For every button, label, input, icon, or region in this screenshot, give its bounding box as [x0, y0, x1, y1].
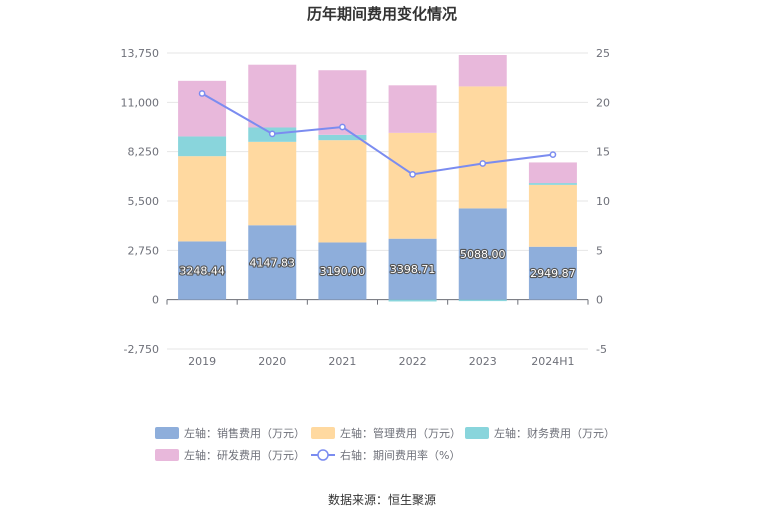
left-axis-tick-label: 0	[152, 294, 159, 307]
bar-segment	[458, 86, 507, 209]
bar-segment	[248, 225, 297, 300]
rate-line-point	[409, 171, 416, 178]
x-axis-tick-label: 2021	[328, 355, 356, 368]
legend-label: 左轴：财务费用（万元）	[494, 426, 615, 440]
x-axis-tick-label: 2024H1	[531, 355, 574, 368]
bar-segment	[528, 183, 577, 185]
legend-label: 左轴：研发费用（万元）	[184, 448, 305, 462]
rate-line-point	[268, 130, 276, 138]
legend-swatch	[311, 427, 335, 439]
bar-segment	[388, 238, 437, 300]
legend-item[interactable]: 左轴：研发费用（万元）	[155, 448, 305, 462]
source-note: 数据来源：恒生聚源	[328, 492, 436, 507]
right-axis-tick-label: 25	[596, 47, 610, 60]
right-axis-tick-label: 0	[596, 294, 603, 307]
bar-segment	[388, 85, 437, 133]
x-axis-tick-label: 2022	[399, 355, 427, 368]
bar-segment	[388, 132, 437, 239]
rate-line-path	[201, 92, 554, 176]
legend-item[interactable]: 左轴：管理费用（万元）	[311, 426, 461, 440]
rate-line-point	[339, 123, 346, 131]
rate-line-point	[549, 151, 557, 158]
bar-segment	[528, 246, 577, 300]
legend-label: 左轴：销售费用（万元）	[184, 426, 305, 440]
legend-swatch	[155, 449, 179, 461]
x-axis-tick-label: 2023	[469, 355, 497, 368]
bar-segment	[178, 136, 227, 157]
legend-label: 右轴：期间费用率（%）	[340, 448, 460, 462]
bar-segment	[458, 208, 507, 300]
bar-segment	[178, 241, 227, 300]
bar-data-label: 3248.44	[179, 265, 225, 278]
right-axis-tick-label: 15	[596, 146, 610, 159]
right-axis-tick-label: 10	[596, 195, 610, 208]
bar-segment	[248, 64, 297, 128]
right-axis-tick-label: 20	[596, 96, 610, 109]
left-axis-tick-label: 2,750	[128, 244, 160, 257]
bar-segment	[318, 242, 367, 300]
bar-data-label: 3398.71	[390, 263, 436, 276]
left-axis-tick-label: 8,250	[128, 146, 160, 159]
legend-item[interactable]: 右轴：期间费用率（%）	[311, 448, 460, 462]
bar-segment	[248, 141, 297, 226]
left-axis-tick-label: 11,000	[121, 96, 160, 109]
left-axis-tick-label: -2,750	[124, 343, 159, 356]
legend-item[interactable]: 左轴：财务费用（万元）	[465, 426, 615, 440]
chart-title: 历年期间费用变化情况	[307, 5, 457, 23]
x-axis-tick-label: 2019	[188, 355, 216, 368]
data-labels: 3248.44 4147.83 3190.00 3398.71 5088.00 2949.…	[178, 247, 577, 281]
bar-segment	[178, 156, 227, 242]
legend-item[interactable]: 左轴：销售费用（万元）	[155, 426, 305, 440]
bar-segment	[458, 299, 507, 302]
legend-swatch	[155, 427, 179, 439]
rate-line-point	[198, 90, 206, 97]
rate-line	[198, 90, 557, 178]
x-axis-tick-label: 2020	[258, 355, 286, 368]
left-axis-tick-label: 13,750	[121, 47, 160, 60]
right-axis-tick-label: 5	[596, 244, 603, 257]
bar-data-label: 2949.87	[530, 267, 576, 280]
bar-segment	[178, 80, 227, 137]
axes: 13,750 11,000 8,250 5,500 2,750 0 -2,750 25 20 15…	[121, 47, 611, 368]
legend-label: 左轴：管理费用（万元）	[340, 426, 461, 440]
bar-segment	[458, 55, 507, 87]
bar-segment	[528, 162, 577, 184]
bar-segment	[318, 140, 367, 243]
rate-line-point	[479, 160, 487, 167]
bar-segment	[528, 184, 577, 247]
bar-data-label: 3190.00	[320, 265, 366, 278]
bars	[178, 55, 577, 302]
bar-data-label: 4147.83	[250, 256, 296, 269]
bar-segment	[318, 134, 367, 141]
right-axis-tick-label: -5	[596, 343, 607, 356]
left-axis-tick-label: 5,500	[128, 195, 160, 208]
bar-segment	[388, 299, 437, 302]
legend-swatch	[465, 427, 489, 439]
legend-swatch-marker	[317, 449, 329, 461]
legend[interactable]: 左轴：销售费用（万元） 左轴：管理费用（万元） 左轴：财务费用（万元） 左轴：研发费用…	[155, 426, 615, 462]
bar-data-label: 5088.00	[460, 248, 506, 261]
